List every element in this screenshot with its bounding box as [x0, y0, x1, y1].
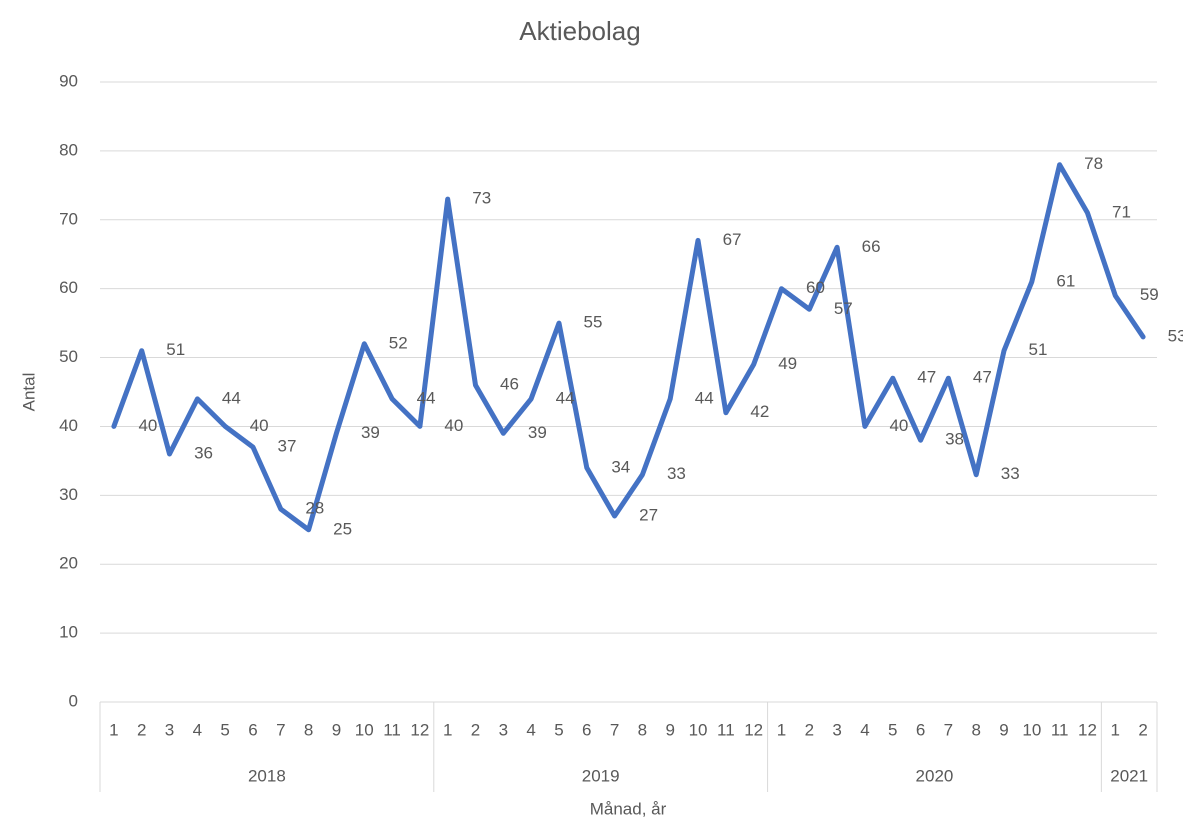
data-label: 44 [417, 388, 436, 407]
x-tick-label: 5 [220, 720, 229, 739]
data-label: 33 [1001, 464, 1020, 483]
data-label: 40 [250, 416, 269, 435]
x-tick-label: 6 [916, 720, 925, 739]
x-axis-label: Månad, år [590, 799, 667, 818]
data-label: 39 [528, 423, 547, 442]
data-label: 28 [305, 499, 324, 518]
data-label: 40 [138, 416, 157, 435]
x-tick-label: 10 [689, 720, 708, 739]
x-tick-label: 1 [777, 720, 786, 739]
data-label: 42 [750, 402, 769, 421]
data-label: 44 [695, 388, 714, 407]
x-group-label: 2018 [248, 766, 286, 785]
x-group-label: 2020 [916, 766, 954, 785]
y-tick-label: 70 [59, 209, 78, 228]
data-label: 52 [389, 333, 408, 352]
x-tick-label: 11 [1051, 720, 1069, 739]
data-label: 59 [1140, 285, 1159, 304]
data-label: 73 [472, 189, 491, 208]
data-label: 47 [973, 368, 992, 387]
x-tick-label: 7 [276, 720, 285, 739]
data-label: 44 [556, 388, 575, 407]
x-tick-label: 2 [137, 720, 146, 739]
x-tick-label: 6 [248, 720, 257, 739]
x-tick-label: 2 [471, 720, 480, 739]
x-tick-label: 11 [717, 720, 735, 739]
x-tick-label: 3 [165, 720, 174, 739]
data-label: 25 [333, 519, 352, 538]
data-label: 40 [889, 416, 908, 435]
x-tick-label: 1 [1111, 720, 1120, 739]
data-label: 55 [583, 313, 602, 332]
x-tick-label: 10 [1022, 720, 1041, 739]
x-tick-label: 8 [638, 720, 647, 739]
x-tick-label: 6 [582, 720, 591, 739]
data-label: 78 [1084, 154, 1103, 173]
data-label: 57 [834, 299, 853, 318]
x-tick-label: 8 [971, 720, 980, 739]
data-label: 60 [806, 278, 825, 297]
x-tick-label: 9 [999, 720, 1008, 739]
x-tick-label: 7 [610, 720, 619, 739]
x-tick-label: 7 [944, 720, 953, 739]
data-label: 49 [778, 354, 797, 373]
data-label: 39 [361, 423, 380, 442]
y-tick-label: 20 [59, 554, 78, 573]
x-tick-label: 5 [888, 720, 897, 739]
data-label: 44 [222, 388, 241, 407]
y-tick-label: 60 [59, 278, 78, 297]
x-tick-label: 4 [193, 720, 202, 739]
data-label: 67 [723, 230, 742, 249]
data-label: 53 [1168, 326, 1183, 345]
x-tick-label: 4 [860, 720, 869, 739]
chart-title: Aktiebolag [519, 16, 640, 46]
y-tick-label: 30 [59, 485, 78, 504]
data-label: 61 [1056, 271, 1075, 290]
data-label: 36 [194, 443, 213, 462]
x-tick-label: 1 [443, 720, 452, 739]
data-label: 38 [945, 430, 964, 449]
y-tick-label: 50 [59, 347, 78, 366]
x-group-label: 2021 [1110, 766, 1148, 785]
x-tick-label: 12 [410, 720, 429, 739]
x-tick-label: 4 [526, 720, 535, 739]
x-tick-label: 1 [109, 720, 118, 739]
data-label: 33 [667, 464, 686, 483]
y-tick-label: 80 [59, 140, 78, 159]
y-tick-label: 10 [59, 623, 78, 642]
data-label: 51 [1029, 340, 1048, 359]
data-label: 71 [1112, 202, 1131, 221]
data-label: 47 [917, 368, 936, 387]
data-label: 66 [862, 237, 881, 256]
x-tick-label: 8 [304, 720, 313, 739]
x-tick-label: 9 [665, 720, 674, 739]
data-line [111, 162, 1146, 533]
x-tick-label: 12 [744, 720, 763, 739]
y-tick-label: 40 [59, 416, 78, 435]
x-tick-label: 12 [1078, 720, 1097, 739]
data-label: 46 [500, 375, 519, 394]
x-tick-label: 2 [805, 720, 814, 739]
x-tick-label: 5 [554, 720, 563, 739]
data-label: 51 [166, 340, 185, 359]
y-tick-label: 90 [59, 71, 78, 90]
data-label: 27 [639, 505, 658, 524]
data-label: 37 [278, 437, 297, 456]
y-tick-label: 0 [69, 691, 78, 710]
x-tick-label: 3 [499, 720, 508, 739]
x-tick-label: 9 [332, 720, 341, 739]
x-tick-label: 11 [383, 720, 401, 739]
x-tick-label: 2 [1138, 720, 1147, 739]
data-label: 40 [444, 416, 463, 435]
y-axis-label: Antal [19, 373, 38, 412]
x-tick-label: 3 [832, 720, 841, 739]
data-label: 34 [611, 457, 630, 476]
x-tick-label: 10 [355, 720, 374, 739]
x-group-label: 2019 [582, 766, 620, 785]
